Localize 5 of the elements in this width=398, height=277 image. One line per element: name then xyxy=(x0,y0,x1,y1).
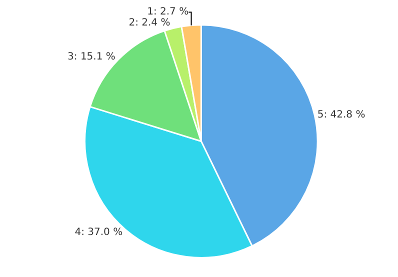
slice-label: 5: 42.8 % xyxy=(317,109,366,120)
slice-label: 4: 37.0 % xyxy=(74,227,123,238)
slice-label: 3: 15.1 % xyxy=(68,52,116,63)
slice-label: 1: 2.7 % xyxy=(147,6,189,18)
slice-label: 2: 2.4 % xyxy=(128,18,170,29)
